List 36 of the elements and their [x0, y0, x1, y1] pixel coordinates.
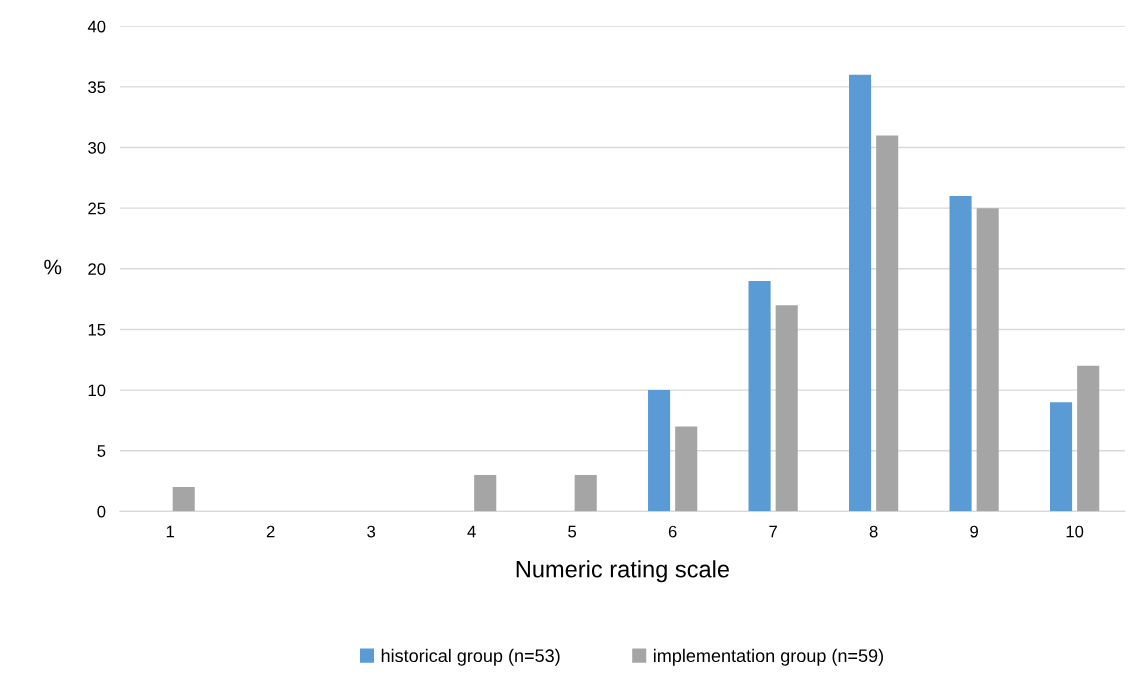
- x-tick-label: 8: [869, 525, 878, 538]
- y-tick-label: 5: [97, 445, 106, 457]
- y-tick-label: 25: [88, 202, 106, 215]
- bar: [574, 474, 597, 512]
- bar: [876, 135, 899, 512]
- x-axis-title: Numeric rating scale: [516, 560, 729, 583]
- x-tick-label: 6: [668, 525, 677, 538]
- x-tick-label: 10: [1066, 525, 1084, 538]
- bar: [976, 208, 999, 512]
- y-tick-label: 35: [88, 81, 106, 94]
- y-tick-label: 15: [88, 324, 106, 336]
- x-tick-label: 2: [266, 525, 275, 538]
- bar: [172, 487, 195, 512]
- x-tick-label: 4: [467, 525, 476, 538]
- bar: [675, 426, 698, 512]
- y-tick-label: 40: [87, 20, 106, 33]
- x-tick-label: 3: [367, 525, 376, 538]
- bar: [775, 305, 798, 512]
- y-tick-label: 30: [88, 141, 106, 154]
- bar: [1050, 402, 1073, 512]
- legend-label: implementation group (n=59): [653, 648, 883, 666]
- bar: [949, 196, 972, 512]
- bar: [474, 474, 497, 512]
- x-tick-label: 5: [568, 525, 577, 538]
- y-tick-label: 10: [88, 384, 106, 397]
- y-tick-label: 20: [88, 263, 106, 275]
- x-tick-label: 7: [769, 525, 777, 538]
- y-axis-title: %: [44, 259, 62, 275]
- bar: [1077, 365, 1100, 512]
- bar: [648, 390, 671, 512]
- x-tick-label: 1: [166, 525, 174, 538]
- y-tick-label: 0: [97, 505, 106, 518]
- legend-label: historical group (n=53): [381, 648, 560, 666]
- bar: [748, 280, 771, 512]
- bar: [849, 74, 872, 512]
- x-tick-label: 9: [970, 525, 978, 538]
